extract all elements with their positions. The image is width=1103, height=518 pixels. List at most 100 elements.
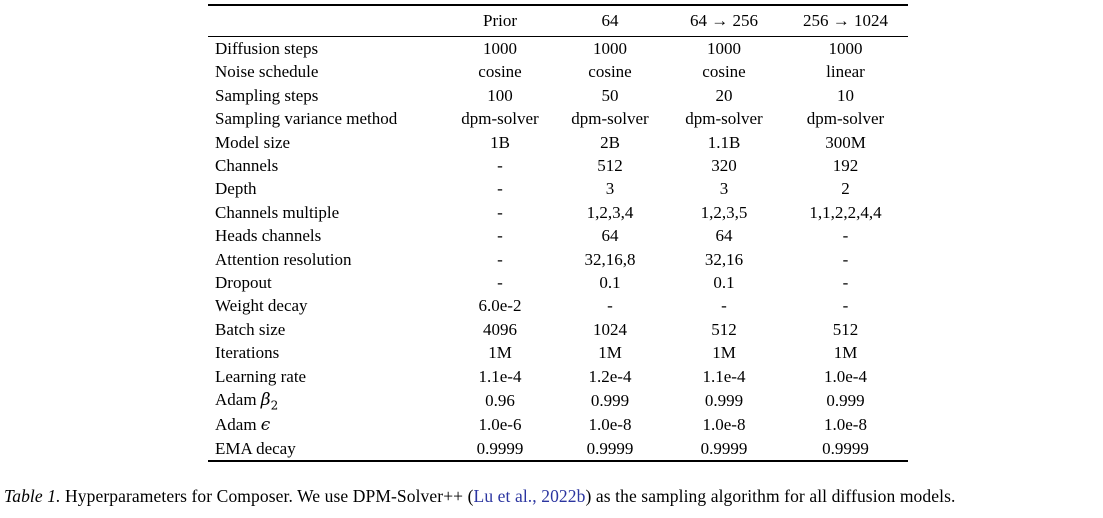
table-cell: 1.1B bbox=[707, 132, 741, 152]
row-label: Weight decay bbox=[215, 296, 308, 316]
table-cell: 0.9999 bbox=[822, 438, 869, 458]
table-cell: - bbox=[497, 202, 503, 222]
table-row: Learning rate 1.1e-4 1.2e-4 1.1e-4 1.0e-4 bbox=[208, 365, 908, 388]
table-cell: 1,2,3,5 bbox=[700, 202, 748, 222]
row-label: Noise schedule bbox=[215, 62, 319, 82]
table-caption: Table 1. Hyperparameters for Composer. W… bbox=[4, 486, 1103, 507]
table-cell: 0.9999 bbox=[476, 438, 524, 458]
row-label: Adam β2 bbox=[215, 390, 279, 413]
table-cell: 1,1,2,2,4,4 bbox=[809, 202, 882, 222]
table-cell: 512 bbox=[711, 319, 737, 339]
table-cell: 1024 bbox=[593, 319, 627, 339]
table-row: Adam β2 0.96 0.999 0.999 0.999 bbox=[208, 388, 908, 412]
table-cell: dpm-solver bbox=[685, 109, 763, 129]
table-cell: 1M bbox=[712, 343, 736, 363]
math-symbol: β2 bbox=[260, 390, 279, 413]
table-row: Sampling variance method dpm-solver dpm-so… bbox=[208, 107, 908, 130]
table-cell: - bbox=[607, 296, 613, 316]
row-label: EMA decay bbox=[215, 438, 296, 458]
table-cell: 0.9999 bbox=[586, 438, 634, 458]
table-cell: 4096 bbox=[483, 319, 517, 339]
table-row: Depth - 3 3 2 bbox=[208, 177, 908, 200]
table-cell: 1.0e-8 bbox=[702, 415, 746, 434]
table-cell: 3 bbox=[719, 179, 729, 199]
table-row: Weight decay 6.0e-2 - - - bbox=[208, 294, 908, 317]
header-col-64: 64 bbox=[555, 5, 665, 37]
row-label: Learning rate bbox=[215, 366, 307, 386]
table-cell: 1000 bbox=[593, 39, 627, 58]
table-cell: 1.1e-4 bbox=[702, 366, 746, 386]
table-cell: 0.1 bbox=[713, 273, 735, 293]
row-label: Heads channels bbox=[215, 226, 322, 246]
table-cell: - bbox=[497, 226, 503, 246]
row-label: Channels multiple bbox=[215, 202, 340, 222]
math-symbol: ϵ bbox=[260, 414, 271, 435]
header-col-prior: Prior bbox=[445, 5, 555, 37]
row-label: Sampling variance method bbox=[215, 109, 398, 129]
table-cell: 20 bbox=[715, 85, 733, 105]
table-header-row: Prior 64 64 → 256 256 → 1024 bbox=[208, 5, 908, 37]
table-cell: 1000 bbox=[483, 39, 517, 58]
table-cell: - bbox=[497, 273, 503, 293]
table-cell: 0.9999 bbox=[700, 438, 748, 458]
table-cell: 6.0e-2 bbox=[478, 296, 522, 316]
table-cell: 1.0e-8 bbox=[588, 415, 632, 434]
table-cell: 1B bbox=[490, 132, 510, 152]
table-cell: 1M bbox=[833, 343, 858, 363]
table-cell: 0.96 bbox=[485, 390, 515, 410]
table-row: EMA decay 0.9999 0.9999 0.9999 0.9999 bbox=[208, 437, 908, 461]
row-label: Channels bbox=[215, 156, 279, 176]
table-row: Attention resolution - 32,16,8 32,16 - bbox=[208, 248, 908, 271]
table-row: Batch size 4096 1024 512 512 bbox=[208, 318, 908, 341]
citation-link[interactable]: Lu et al., 2022b bbox=[473, 486, 586, 506]
table-cell: 64 bbox=[601, 226, 619, 246]
table-cell: - bbox=[497, 249, 503, 269]
table-cell: 0.999 bbox=[826, 390, 865, 410]
table-cell: 0.999 bbox=[590, 390, 630, 410]
table-cell: 1.0e-6 bbox=[478, 415, 522, 434]
row-label: Dropout bbox=[215, 273, 272, 293]
table-cell: 1,2,3,4 bbox=[586, 202, 634, 222]
table-cell: cosine bbox=[702, 62, 746, 82]
table-cell: - bbox=[497, 179, 503, 199]
table-row: Diffusion steps 1000 1000 1000 1000 bbox=[208, 37, 908, 61]
header-col-64-256: 64 → 256 bbox=[665, 5, 783, 37]
table-row: Adam ϵ 1.0e-6 1.0e-8 1.0e-8 1.0e-8 bbox=[208, 413, 908, 437]
row-label: Adam ϵ bbox=[215, 414, 271, 435]
table-row: Channels multiple - 1,2,3,4 1,2,3,5 1,1,2,2,… bbox=[208, 201, 908, 224]
table-cell: 0.1 bbox=[599, 273, 621, 293]
header-empty-cell bbox=[208, 5, 445, 37]
table-cell: 64 bbox=[715, 226, 733, 246]
header-col-256-1024: 256 → 1024 bbox=[783, 5, 908, 37]
table-cell: dpm-solver bbox=[571, 109, 649, 129]
hyperparameter-table: Prior 64 64 → 256 256 → 1024 Diffusion s… bbox=[208, 4, 908, 463]
caption-table-number: Table 1. bbox=[4, 486, 61, 506]
table-cell: 1.0e-8 bbox=[824, 415, 867, 434]
table-cell: 2B bbox=[600, 132, 620, 152]
table-row: Iterations 1M 1M 1M 1M bbox=[208, 341, 908, 364]
table-row: Noise schedule cosine cosine cosine linear bbox=[208, 60, 908, 83]
table-cell: 1.2e-4 bbox=[588, 366, 632, 386]
table-cell: - bbox=[842, 296, 849, 316]
row-label: Model size bbox=[215, 132, 291, 152]
table-cell: dpm-solver bbox=[806, 109, 885, 129]
row-label: Batch size bbox=[215, 319, 286, 339]
table-row: Heads channels - 64 64 - bbox=[208, 224, 908, 247]
table-cell: 320 bbox=[711, 156, 737, 176]
table-row: Sampling steps 100 50 20 10 bbox=[208, 84, 908, 107]
table-cell: 100 bbox=[487, 85, 513, 105]
table-cell: - bbox=[721, 296, 727, 316]
table-cell: dpm-solver bbox=[461, 109, 539, 129]
table-cell: 10 bbox=[837, 85, 854, 105]
table-cell: 1000 bbox=[828, 39, 863, 58]
table-cell: 512 bbox=[597, 156, 623, 176]
table-cell: 32,16 bbox=[704, 249, 744, 269]
caption-text-before: Hyperparameters for Composer. We use DPM… bbox=[60, 486, 474, 506]
table-cell: 50 bbox=[601, 85, 619, 105]
table-cell: 192 bbox=[832, 156, 859, 176]
table-row: Model size 1B 2B 1.1B 300M bbox=[208, 131, 908, 154]
table-body: Diffusion steps 1000 1000 1000 1000 Noise sch… bbox=[208, 37, 908, 462]
table-cell: 1.0e-4 bbox=[824, 366, 867, 386]
row-label: Diffusion steps bbox=[215, 39, 319, 58]
table-cell: 1M bbox=[488, 343, 512, 363]
